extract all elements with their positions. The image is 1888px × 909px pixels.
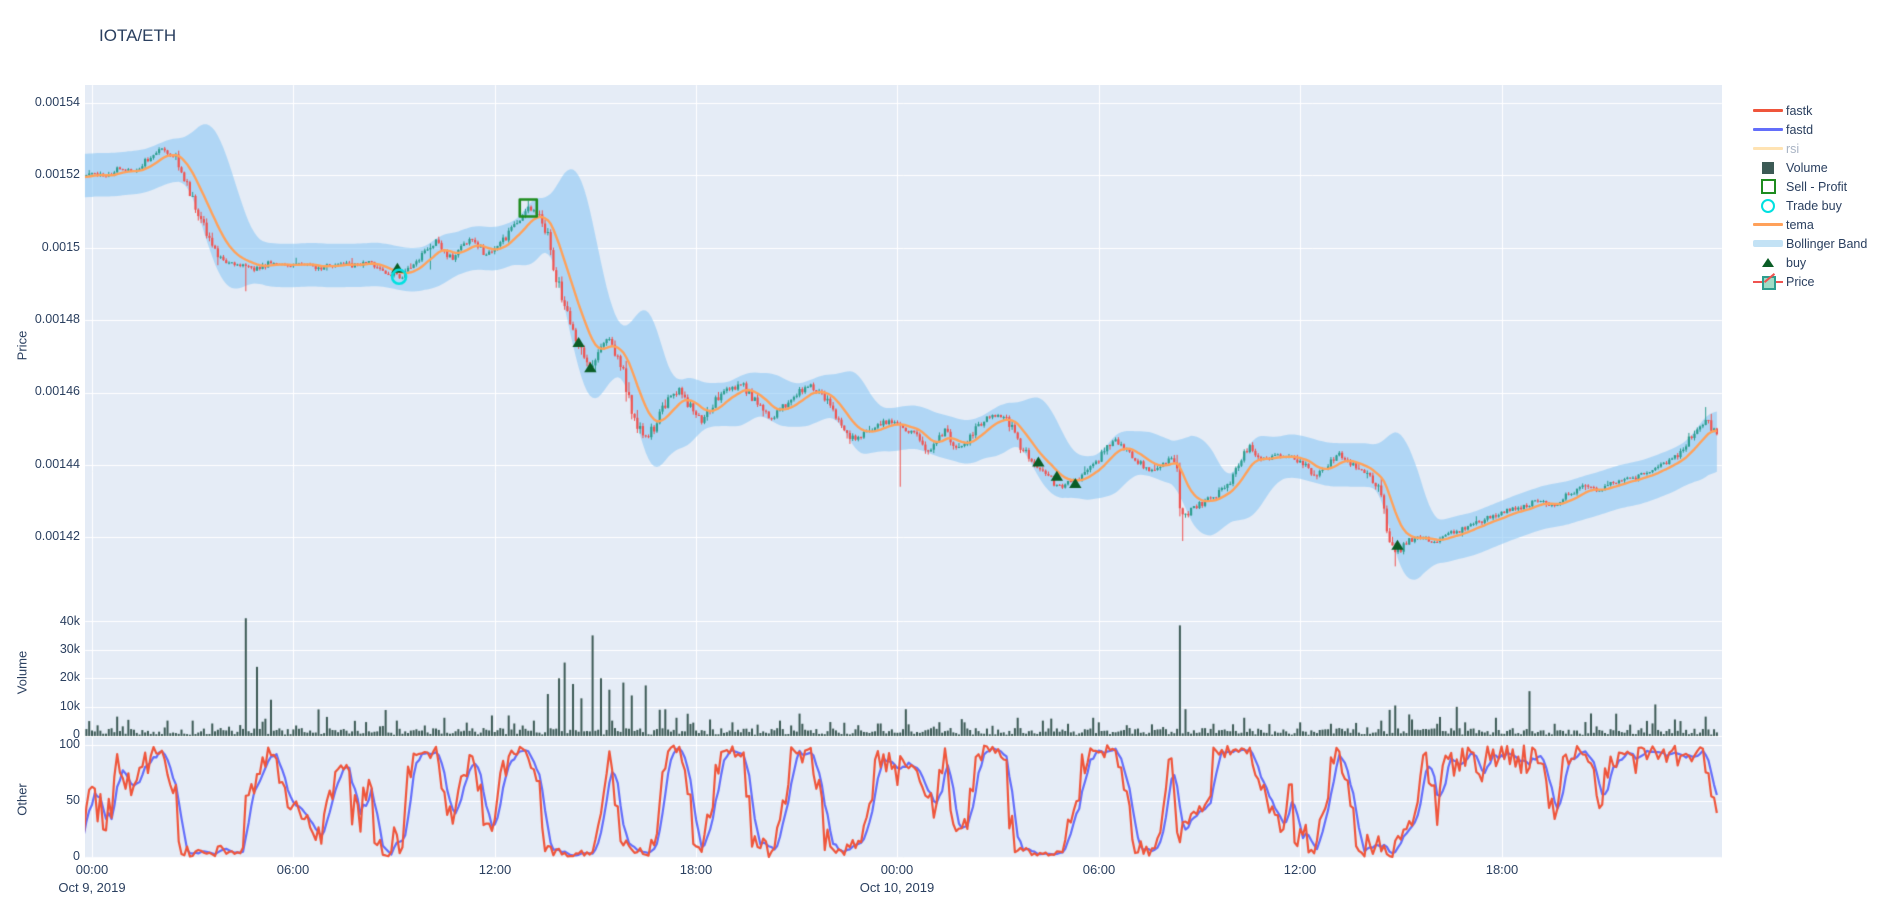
volume-tick: 40k [59, 614, 80, 628]
legend-label: Bollinger Band [1786, 236, 1868, 251]
price-tick: 0.00148 [34, 312, 80, 326]
x-tick: 12:00 [1283, 862, 1317, 877]
legend-label: Sell - Profit [1786, 179, 1848, 194]
price-tick: 0.00152 [34, 167, 80, 181]
legend-item-trade-buy[interactable]: Trade buy [1750, 196, 1867, 215]
line-swatch-icon [1750, 147, 1786, 150]
band-swatch-icon [1750, 240, 1786, 247]
volume-tick: 0 [73, 727, 80, 741]
other-tick: 50 [66, 793, 80, 807]
legend: fastk fastd rsi Volume Sell - Profit Tra… [1750, 101, 1867, 291]
legend-item-bollinger-band[interactable]: Bollinger Band [1750, 234, 1867, 253]
x-tick: 18:00 [1485, 862, 1519, 877]
volume-tick: 10k [59, 699, 80, 713]
x-tick: 06:00 [276, 862, 310, 877]
legend-label: rsi [1786, 141, 1800, 156]
price-tick: 0.00154 [34, 95, 80, 109]
volume-tick: 30k [59, 642, 80, 656]
line-swatch-icon [1750, 223, 1786, 226]
line-swatch-icon [1750, 128, 1786, 131]
x-date-label: Oct 10, 2019 [859, 880, 935, 895]
x-tick: 00:00 [880, 862, 914, 877]
price-tick: 0.00144 [34, 457, 80, 471]
x-tick: 12:00 [478, 862, 512, 877]
legend-label: Price [1786, 274, 1815, 289]
legend-item-rsi[interactable]: rsi [1750, 139, 1867, 158]
legend-item-buy[interactable]: buy [1750, 253, 1867, 272]
price-tick: 0.00146 [34, 384, 80, 398]
legend-label: tema [1786, 217, 1814, 232]
triangle-up-icon [1750, 258, 1786, 267]
legend-item-price[interactable]: Price [1750, 272, 1867, 291]
legend-item-volume[interactable]: Volume [1750, 158, 1867, 177]
legend-label: fastd [1786, 122, 1814, 137]
legend-item-fastk[interactable]: fastk [1750, 101, 1867, 120]
x-tick: 06:00 [1082, 862, 1116, 877]
volume-tick: 20k [59, 670, 80, 684]
open-square-icon [1750, 179, 1786, 194]
legend-item-sell-profit[interactable]: Sell - Profit [1750, 177, 1867, 196]
legend-label: fastk [1786, 103, 1813, 118]
open-circle-icon [1750, 198, 1786, 213]
other-tick: 0 [73, 849, 80, 863]
candlestick-icon [1750, 272, 1786, 290]
square-swatch-icon [1750, 161, 1786, 174]
price-tick: 0.00142 [34, 529, 80, 543]
legend-label: Trade buy [1786, 198, 1842, 213]
x-tick: 00:00 [75, 862, 109, 877]
legend-label: buy [1786, 255, 1807, 270]
legend-item-fastd[interactable]: fastd [1750, 120, 1867, 139]
price-tick: 0.0015 [41, 240, 80, 254]
line-swatch-icon [1750, 109, 1786, 112]
legend-label: Volume [1786, 160, 1828, 175]
legend-item-tema[interactable]: tema [1750, 215, 1867, 234]
other-tick: 100 [59, 737, 80, 751]
x-date-label: Oct 9, 2019 [58, 880, 126, 895]
x-tick: 18:00 [679, 862, 713, 877]
